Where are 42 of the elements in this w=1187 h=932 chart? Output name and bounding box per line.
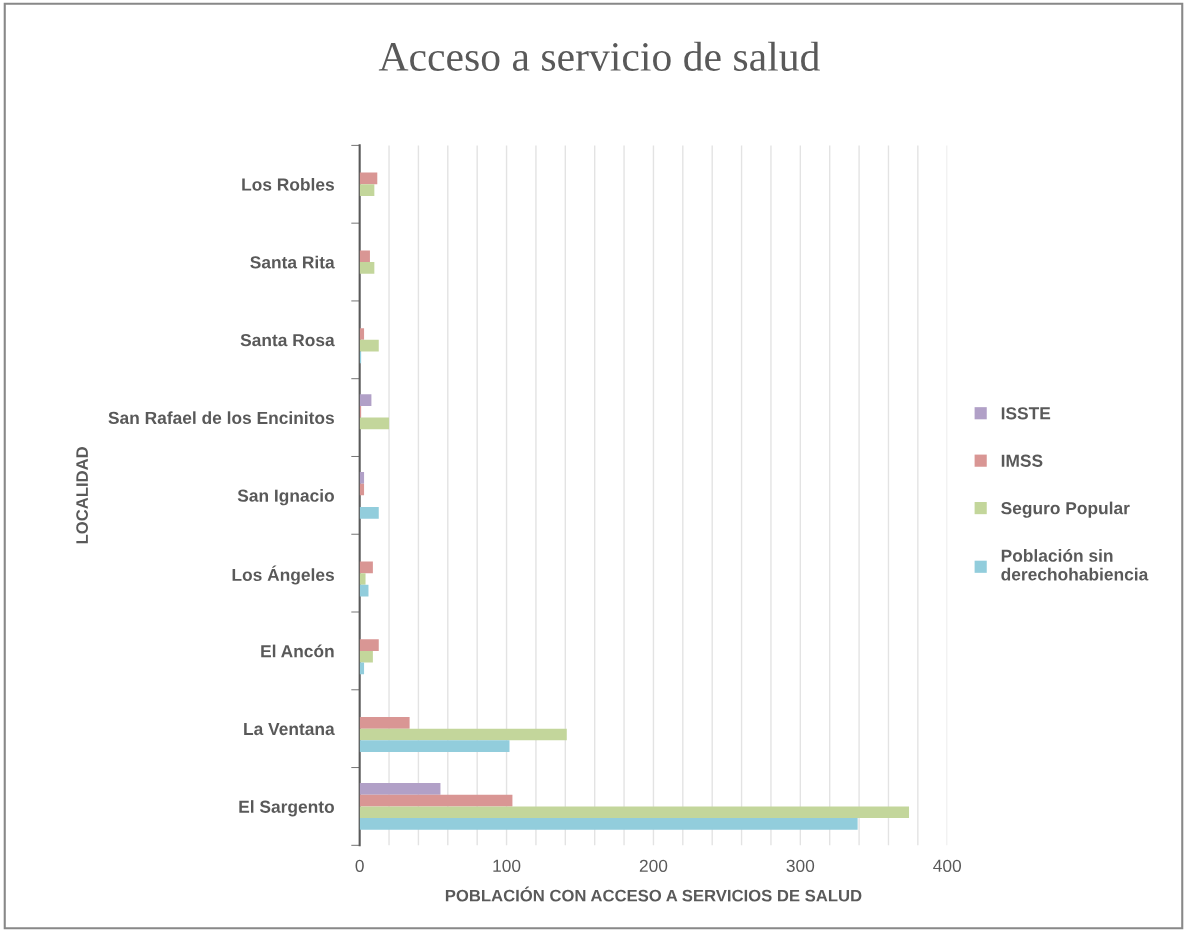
x-axis-title: POBLACIÓN CON ACCESO A SERVICIOS DE SALUD bbox=[445, 886, 862, 902]
bar bbox=[359, 717, 410, 729]
legend-label: IMSS bbox=[1001, 454, 1043, 467]
bar bbox=[359, 806, 910, 819]
bar bbox=[359, 650, 373, 663]
y-tick-label: La Ventana bbox=[244, 723, 335, 736]
bar bbox=[359, 818, 858, 830]
y-tick-label: El Sargento bbox=[239, 800, 334, 817]
bar bbox=[359, 639, 379, 651]
bar bbox=[359, 394, 372, 406]
y-tick-label: El Ancón bbox=[261, 644, 334, 658]
bar bbox=[359, 472, 365, 484]
bar bbox=[359, 417, 390, 430]
x-tick-label: 300 bbox=[786, 859, 815, 872]
y-tick-label: Los Robles bbox=[242, 177, 334, 191]
bar bbox=[359, 783, 441, 795]
y-tick-label: Santa Rita bbox=[250, 255, 335, 269]
x-tick-label: 100 bbox=[493, 859, 521, 872]
x-tick-label: 400 bbox=[933, 859, 962, 872]
y-tick-label: Santa Rosa bbox=[240, 333, 335, 347]
bar bbox=[359, 561, 373, 574]
legend-label: Población sin derechohabiencia bbox=[1001, 548, 1149, 581]
y-tick-label: San Rafael de los Encinitos bbox=[108, 411, 334, 425]
bar bbox=[359, 262, 375, 274]
bar bbox=[359, 573, 366, 585]
bar bbox=[359, 339, 379, 352]
bar bbox=[359, 794, 513, 807]
x-tick-label: 0 bbox=[355, 859, 364, 872]
chart-title: Acceso a servicio de salud bbox=[378, 41, 820, 72]
x-tick-label: 200 bbox=[639, 859, 668, 872]
bar bbox=[359, 184, 375, 196]
legend-label: ISSTE bbox=[1001, 407, 1051, 420]
bar bbox=[359, 728, 567, 741]
bar bbox=[359, 328, 365, 340]
bar bbox=[359, 172, 378, 185]
legend-label: Seguro Popular bbox=[1001, 501, 1130, 518]
bar bbox=[359, 740, 510, 752]
bar bbox=[359, 507, 379, 519]
y-axis-title: LOCALIDAD bbox=[76, 446, 88, 544]
y-tick-label: Los Ángeles bbox=[232, 565, 334, 585]
y-tick-label: San Ignacio bbox=[237, 489, 334, 506]
bar bbox=[359, 250, 370, 263]
